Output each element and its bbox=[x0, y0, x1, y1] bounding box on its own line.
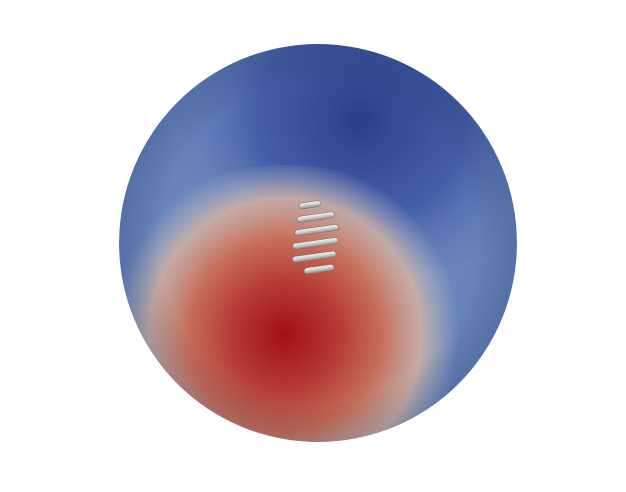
coil-turn bbox=[303, 264, 335, 275]
coil-object bbox=[292, 200, 339, 275]
coil-turn bbox=[292, 237, 339, 250]
coil-turn bbox=[296, 211, 335, 223]
coil-turn bbox=[298, 200, 322, 210]
coil-turn bbox=[294, 224, 339, 237]
coil-turn bbox=[292, 250, 337, 263]
sphere-surface bbox=[119, 44, 517, 442]
